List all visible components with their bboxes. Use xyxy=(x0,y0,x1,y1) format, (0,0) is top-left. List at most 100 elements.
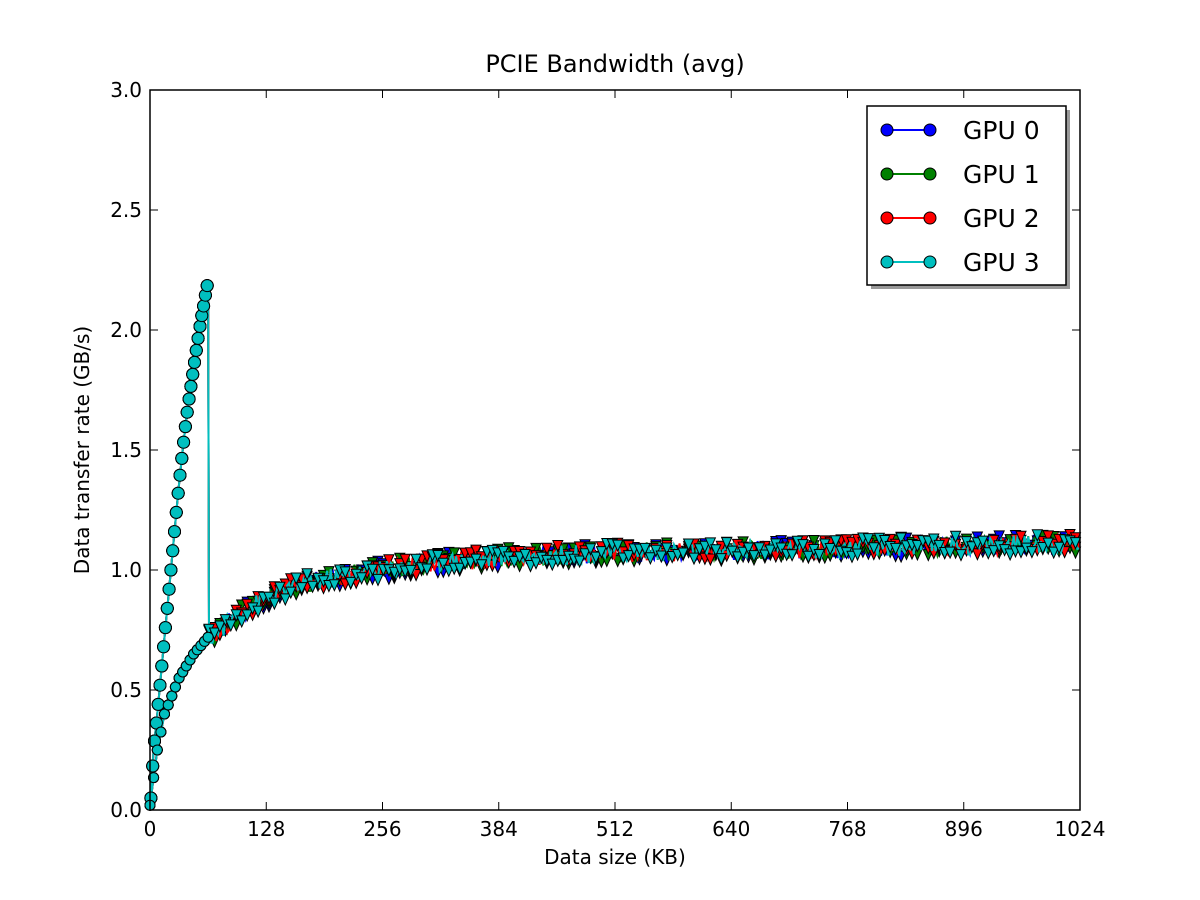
data-point xyxy=(688,552,700,566)
data-point xyxy=(432,550,444,563)
y-tick-label: 1.5 xyxy=(110,438,142,462)
data-point xyxy=(290,572,302,586)
data-point xyxy=(720,537,733,550)
data-point xyxy=(1042,537,1054,551)
data-point xyxy=(955,549,967,562)
y-tick-label: 0.0 xyxy=(110,798,142,822)
data-point xyxy=(611,539,624,553)
data-point xyxy=(171,486,185,500)
data-point xyxy=(475,559,488,572)
legend-label: GPU 0 xyxy=(963,116,1040,145)
data-point xyxy=(268,597,281,611)
data-point xyxy=(933,539,945,553)
data-point xyxy=(182,392,196,406)
data-point xyxy=(731,551,744,565)
data-point xyxy=(829,535,842,549)
data-point xyxy=(225,619,237,633)
data-point xyxy=(344,576,357,590)
data-point xyxy=(530,557,542,570)
data-point xyxy=(328,579,341,592)
y-axis-label: Data transfer rate (GB/s) xyxy=(70,326,94,574)
data-point xyxy=(1037,542,1049,555)
data-point xyxy=(279,593,292,607)
data-point xyxy=(1031,529,1044,543)
data-point xyxy=(759,549,771,563)
data-point xyxy=(813,549,826,562)
data-point xyxy=(177,435,191,449)
data-point xyxy=(775,542,787,556)
data-point xyxy=(639,542,651,556)
x-tick-label: 128 xyxy=(247,817,285,841)
data-point xyxy=(193,319,207,333)
data-point xyxy=(399,553,411,567)
data-point xyxy=(1069,537,1082,550)
data-point xyxy=(644,552,657,566)
data-point xyxy=(178,420,192,434)
data-point xyxy=(339,566,352,580)
legend-marker xyxy=(880,167,894,181)
y-tick-label: 2.0 xyxy=(110,318,142,342)
data-point xyxy=(180,405,194,419)
data-point xyxy=(715,553,728,566)
data-point xyxy=(146,759,160,773)
data-point xyxy=(928,533,940,547)
x-tick-label: 0 xyxy=(144,817,157,841)
data-point xyxy=(590,551,602,565)
data-point xyxy=(202,631,214,643)
data-point xyxy=(159,708,170,720)
data-point xyxy=(274,581,286,595)
data-point xyxy=(966,541,978,554)
data-point xyxy=(1053,541,1065,555)
data-point xyxy=(677,547,689,561)
data-point xyxy=(1047,546,1060,560)
data-point xyxy=(355,572,368,586)
x-tick-label: 256 xyxy=(363,817,401,841)
data-point xyxy=(987,545,1000,558)
data-point xyxy=(186,367,200,381)
data-point xyxy=(295,582,308,595)
data-point xyxy=(851,548,864,562)
data-point xyxy=(508,555,520,569)
data-point xyxy=(584,543,597,556)
data-point xyxy=(1015,530,1027,544)
data-point xyxy=(252,605,264,619)
data-point xyxy=(753,542,766,556)
data-point xyxy=(200,279,214,293)
series-gpu-3 xyxy=(144,279,1082,811)
data-point xyxy=(1015,546,1027,559)
data-point xyxy=(661,542,673,556)
data-point xyxy=(710,544,722,557)
y-tick-label: 2.5 xyxy=(110,198,142,222)
data-point xyxy=(889,542,902,556)
data-point xyxy=(166,544,180,558)
data-point xyxy=(241,609,253,623)
axes: 0 128 256 384 512 640 768 896 1024 0.0 0.5 1.0 1.5 2.… xyxy=(110,78,1105,841)
data-point xyxy=(437,557,450,571)
data-point xyxy=(802,550,815,564)
data-point xyxy=(622,550,635,563)
data-point xyxy=(160,601,174,615)
data-point xyxy=(808,535,820,548)
data-point xyxy=(188,355,201,369)
data-point xyxy=(157,640,171,654)
data-point xyxy=(410,553,422,567)
data-marks xyxy=(144,279,1082,811)
data-point xyxy=(151,697,165,711)
data-point xyxy=(824,543,836,556)
data-point xyxy=(162,699,174,711)
data-point xyxy=(148,772,160,784)
data-point xyxy=(949,530,962,544)
legend-label: GPU 3 xyxy=(963,248,1040,277)
data-point xyxy=(184,379,198,393)
data-point xyxy=(285,586,297,600)
data-point xyxy=(191,331,205,345)
legend-box xyxy=(866,105,1067,286)
chart-title: PCIE Bandwidth (avg) xyxy=(485,50,744,78)
data-point xyxy=(169,505,183,519)
data-point xyxy=(911,540,924,553)
data-point xyxy=(862,533,875,546)
data-point xyxy=(748,550,760,563)
x-tick-label: 384 xyxy=(480,817,518,841)
data-point xyxy=(175,451,189,465)
